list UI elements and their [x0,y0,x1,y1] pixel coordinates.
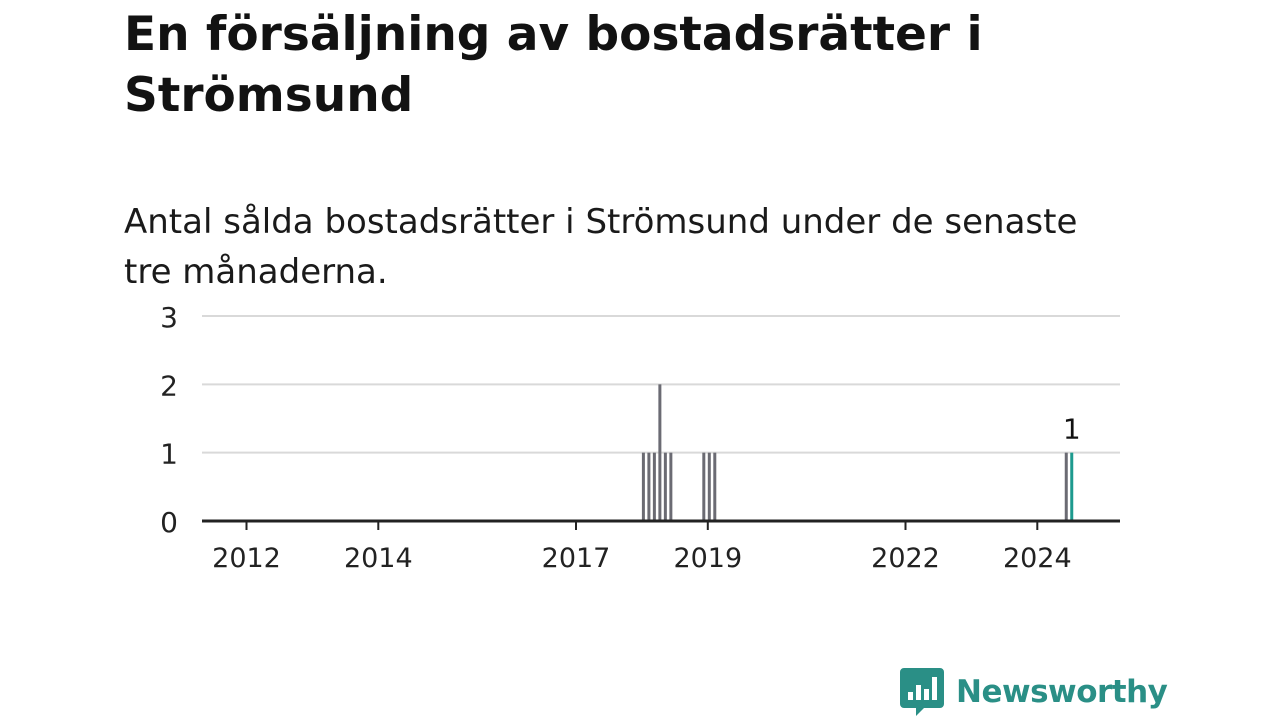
bar [1064,452,1068,521]
bar [707,452,711,521]
data-label: 1 [1063,413,1081,446]
bar [713,452,717,521]
bar [658,384,662,521]
bar [652,452,656,521]
bar [1070,452,1074,521]
y-tick-label: 2 [160,369,178,402]
x-tick-label: 2024 [1003,543,1072,574]
newsworthy-logo-icon [900,668,944,716]
y-tick-label: 1 [160,438,178,471]
bar [669,452,673,521]
chart-title: En försäljning av bostadsrätter i Ströms… [124,7,983,123]
y-tick-label: 0 [160,506,178,539]
x-tick-label: 2017 [542,543,611,574]
data-labels: 1 [1063,413,1081,446]
y-axis-ticks: 0 1 2 3 [160,301,178,539]
bar [702,452,706,521]
bars [641,384,1074,521]
brand-logo: Newsworthy [900,668,1168,716]
bar [641,452,645,521]
x-tick-label: 2019 [673,543,742,574]
x-tick-label: 2014 [344,543,413,574]
x-axis-ticks: 2012 2014 2017 2019 2022 2024 [212,521,1072,574]
bar [663,452,667,521]
x-tick-label: 2012 [212,543,281,574]
brand-name: Newsworthy [956,674,1168,710]
chart-subtitle: Antal sålda bostadsrätter i Strömsund un… [124,202,1078,292]
bar [647,452,651,521]
y-tick-label: 3 [160,301,178,334]
x-tick-label: 2022 [871,543,940,574]
